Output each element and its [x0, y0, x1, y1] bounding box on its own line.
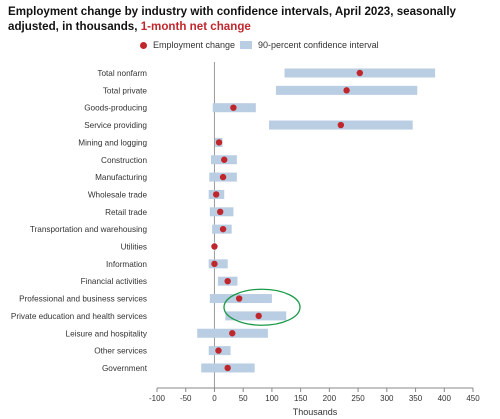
- category-label: Manufacturing: [95, 173, 147, 182]
- category-label: Wholesale trade: [88, 190, 148, 199]
- interval-bar: [208, 259, 228, 269]
- category-label: Construction: [101, 156, 147, 165]
- employment-change-point: [217, 208, 224, 215]
- legend-interval-label: 90-percent confidence interval: [258, 40, 379, 50]
- legend-point-label: Employment change: [153, 40, 236, 50]
- x-axis-label: Thousands: [293, 407, 338, 417]
- chart-legend: Employment change 90-percent confidence …: [0, 40, 500, 54]
- chart-title-main: Employment change by industry with confi…: [8, 5, 456, 33]
- x-tick-label: 200: [323, 394, 337, 403]
- employment-change-point: [224, 364, 231, 372]
- x-tick-label: 400: [438, 394, 452, 403]
- category-label: Total private: [103, 86, 148, 95]
- x-tick-label: -100: [149, 394, 166, 403]
- category-label: Goods-producing: [84, 104, 147, 113]
- category-label: Service providing: [84, 121, 147, 130]
- category-label: Information: [106, 260, 147, 269]
- employment-change-point: [230, 104, 237, 111]
- category-label: Utilities: [121, 243, 147, 252]
- employment-change-point: [219, 225, 227, 233]
- employment-change-point: [255, 312, 262, 320]
- employment-change-point: [211, 243, 218, 250]
- x-tick-label: 100: [265, 394, 279, 403]
- x-tick-label: -50: [180, 394, 192, 403]
- category-label: Retail trade: [105, 208, 147, 217]
- x-tick-label: 450: [466, 394, 480, 403]
- x-tick-label: 150: [294, 394, 308, 403]
- legend-item-interval: 90-percent confidence interval: [240, 40, 379, 50]
- category-label: Government: [102, 364, 148, 373]
- category-label: Private education and health services: [11, 312, 147, 321]
- legend-item-point: Employment change: [140, 40, 235, 50]
- legend-point-marker: [140, 41, 147, 49]
- chart-title: Employment change by industry with confi…: [8, 4, 494, 34]
- legend-interval-marker: [240, 41, 252, 49]
- category-label: Total nonfarm: [97, 69, 147, 78]
- category-label: Other services: [94, 347, 147, 356]
- employment-change-point: [356, 69, 364, 77]
- employment-change-point: [219, 173, 227, 181]
- x-tick-label: 0: [212, 394, 217, 403]
- employment-change-point: [221, 156, 228, 163]
- employment-change-point: [215, 347, 222, 354]
- chart-title-highlight: 1-month net change: [140, 20, 251, 33]
- employment-change-point: [211, 260, 218, 268]
- employment-change-point: [235, 295, 243, 302]
- x-tick-label: 350: [409, 394, 423, 403]
- x-tick-label: 300: [380, 394, 394, 403]
- category-label: Transportation and warehousing: [30, 225, 148, 234]
- annotation-circle: [223, 288, 301, 326]
- x-tick-label: 250: [351, 394, 365, 403]
- category-label: Financial activities: [81, 277, 147, 286]
- employment-change-point: [224, 278, 231, 285]
- employment-change-point: [215, 139, 223, 146]
- x-tick-label: 50: [239, 394, 248, 403]
- employment-change-point: [343, 87, 350, 94]
- employment-change-point: [229, 330, 236, 337]
- employment-change-point: [337, 121, 345, 129]
- employment-change-point: [212, 191, 220, 198]
- category-label: Professional and business services: [19, 295, 147, 304]
- category-label: Mining and logging: [78, 138, 147, 147]
- category-label: Leisure and hospitality: [66, 329, 148, 338]
